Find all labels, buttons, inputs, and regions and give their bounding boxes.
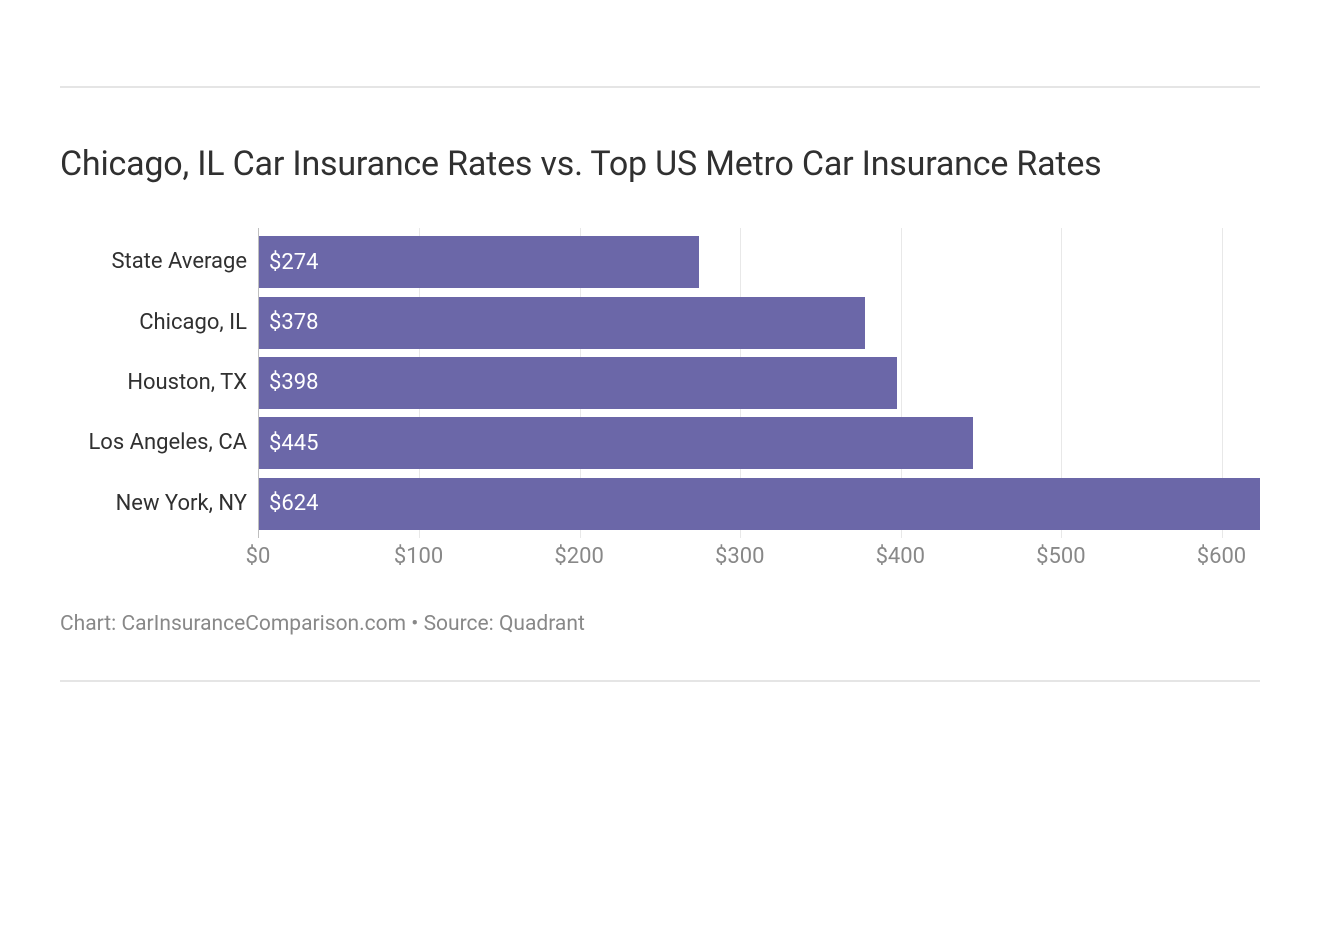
- x-axis: $0$100$200$300$400$500$600: [258, 544, 1260, 574]
- category-label: State Average: [111, 251, 259, 273]
- x-tick-label: $300: [715, 544, 764, 569]
- bar: $378: [259, 297, 865, 349]
- bar: $398: [259, 357, 897, 409]
- x-tick-label: $500: [1036, 544, 1085, 569]
- bar: $624: [259, 478, 1260, 530]
- category-label: Houston, TX: [127, 372, 259, 394]
- chart-area: State Average$274 Chicago, IL$378 Houston,…: [258, 228, 1260, 574]
- bar-value-label: $378: [269, 310, 318, 335]
- category-label: Chicago, IL: [139, 312, 259, 334]
- bar-value-label: $274: [269, 250, 318, 275]
- bar-row: Los Angeles, CA$445: [259, 417, 1260, 469]
- bar-row: New York, NY$624: [259, 478, 1260, 530]
- bar-row: State Average$274: [259, 236, 1260, 288]
- x-tick-label: $200: [554, 544, 603, 569]
- divider-bottom: [60, 680, 1260, 682]
- bar: $274: [259, 236, 699, 288]
- bar-value-label: $398: [269, 370, 318, 395]
- x-tick-label: $600: [1197, 544, 1246, 569]
- chart-plot: State Average$274 Chicago, IL$378 Houston,…: [258, 228, 1260, 538]
- x-tick-label: $100: [394, 544, 443, 569]
- x-tick-label: $0: [246, 544, 271, 569]
- bars-container: State Average$274 Chicago, IL$378 Houston,…: [259, 228, 1260, 538]
- bar: $445: [259, 417, 973, 469]
- category-label: Los Angeles, CA: [88, 432, 259, 454]
- bar-value-label: $445: [269, 431, 318, 456]
- bar-row: Houston, TX$398: [259, 357, 1260, 409]
- category-label: New York, NY: [116, 493, 259, 515]
- chart-title: Chicago, IL Car Insurance Rates vs. Top …: [60, 144, 1260, 184]
- x-tick-label: $400: [876, 544, 925, 569]
- bar-value-label: $624: [269, 491, 318, 516]
- chart-attribution: Chart: CarInsuranceComparison.com • Sour…: [60, 612, 1260, 636]
- divider-top: [60, 86, 1260, 88]
- bar-row: Chicago, IL$378: [259, 297, 1260, 349]
